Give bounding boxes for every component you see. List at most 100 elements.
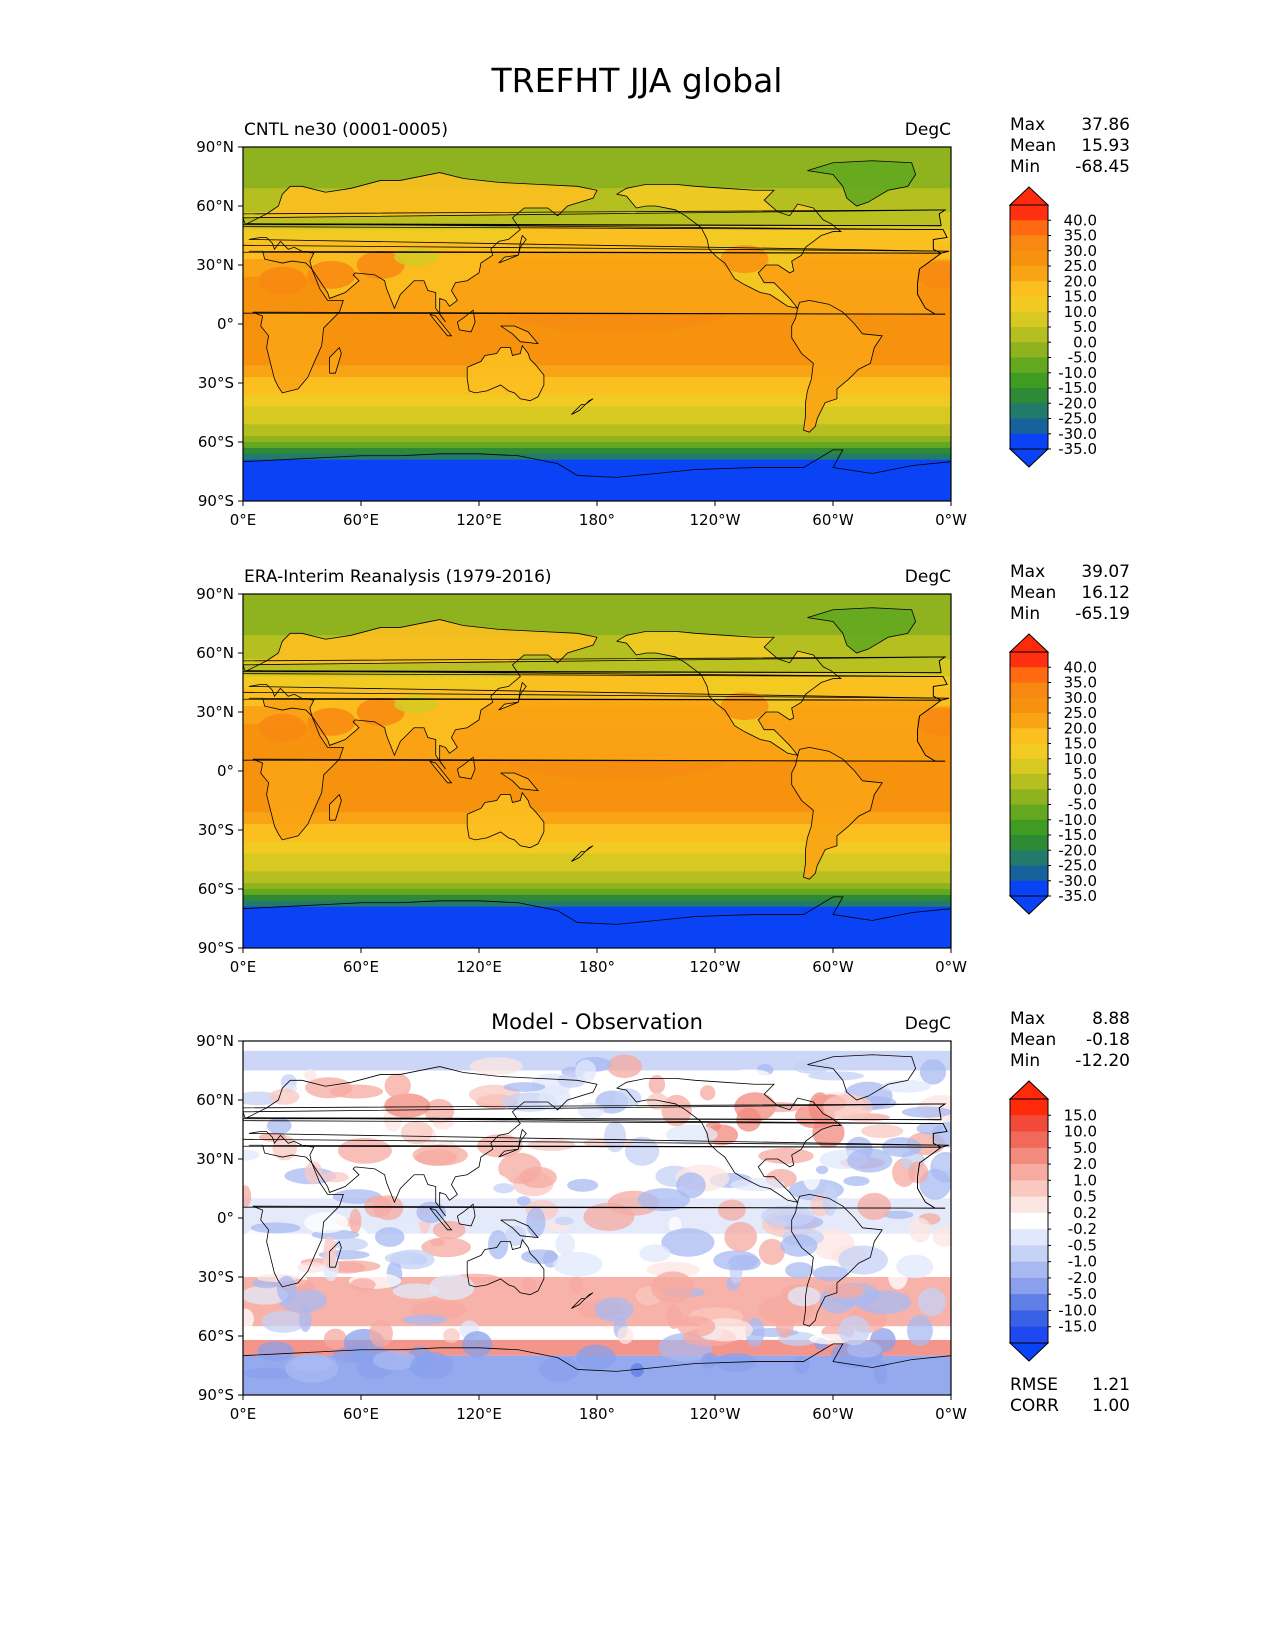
stat-value: -65.19 [1075, 604, 1130, 624]
coastline-north-america [616, 630, 843, 756]
hot-spot [356, 698, 405, 726]
colorbar-extend-bottom [1008, 448, 1050, 468]
lat-band [243, 853, 951, 861]
colorbar-swatch [1010, 728, 1048, 744]
map-panel: 0°E 60°E 120°E 180° 120°W 60°W 0°W 90°N 60°N 30°N… [196, 1009, 1130, 1423]
diff-blob [503, 1082, 546, 1092]
diff-blob [569, 1276, 584, 1294]
land-shade [791, 300, 883, 433]
colorbar-label: 0.2 [1073, 1204, 1097, 1222]
diff-blob [325, 1260, 381, 1273]
coastline-australia [466, 791, 545, 849]
colorbar-label: 10.0 [1064, 303, 1097, 321]
lat-band [243, 900, 951, 908]
colorbar-label: 5.0 [1073, 765, 1097, 783]
diff-blob [269, 1088, 300, 1105]
diff-blob [730, 1178, 786, 1192]
diff-blob [526, 1207, 546, 1238]
diff-blob [243, 1308, 254, 1330]
stat-label: Min [1010, 1051, 1040, 1071]
colorbar-extend-bottom [1008, 895, 1050, 915]
diff-blob [384, 1251, 426, 1265]
colorbar-label: 5.0 [1073, 1139, 1097, 1157]
map-panel: 0°E 60°E 120°E 180° 120°W 60°W 0°W 90°N 60°N 30°N… [196, 562, 1130, 976]
colorbar-label: -15.0 [1058, 1318, 1097, 1336]
colorbar-label: 0.0 [1073, 333, 1097, 351]
colorbar-swatch [1010, 819, 1048, 836]
diff-blob [416, 1201, 447, 1224]
colorbar-label: -10.0 [1058, 364, 1097, 382]
colorbar-label: -30.0 [1058, 425, 1097, 443]
x-tick-label: 60°E [343, 1405, 379, 1423]
diff-blob [909, 1217, 932, 1243]
diff-blob [666, 1304, 682, 1329]
colorbar-label: 5.0 [1073, 318, 1097, 336]
footer-stat-value: 1.21 [1092, 1375, 1130, 1395]
diff-blob [412, 1144, 468, 1166]
coastline-japan [498, 1128, 527, 1158]
colorbar-swatch [1010, 880, 1048, 897]
diff-blob [430, 1238, 445, 1247]
land-shade [246, 619, 950, 770]
lat-band [243, 453, 951, 461]
coastline-australia [466, 1238, 545, 1296]
colorbar-label: 0.0 [1073, 780, 1097, 798]
colorbar-swatch [1010, 1245, 1048, 1262]
lat-band [243, 835, 951, 843]
colorbar-swatch [1010, 652, 1048, 668]
x-tick-label: 120°E [456, 1405, 502, 1423]
diff-blob [717, 1199, 746, 1221]
diff-blob [505, 1225, 526, 1246]
colorbar-label: -0.5 [1068, 1236, 1097, 1254]
coastline-antarctica-coast [243, 896, 951, 925]
diff-blob [410, 1351, 454, 1380]
x-tick-label: 60°W [812, 511, 854, 529]
diff-blob [297, 1262, 326, 1273]
land-shade [243, 209, 946, 226]
land-shade [429, 314, 452, 336]
diff-blob [838, 1315, 870, 1346]
diff-blob [384, 1093, 431, 1118]
colorbar-label: 40.0 [1064, 211, 1097, 229]
land-shade [467, 345, 544, 401]
colorbar-swatch [1010, 1115, 1048, 1132]
lat-band [243, 847, 951, 855]
lat-band [243, 158, 951, 166]
lat-band [243, 206, 951, 213]
lat-band [243, 647, 951, 654]
lat-band [243, 859, 951, 866]
lat-band [243, 335, 951, 343]
hot-spot [356, 251, 405, 279]
coastline-uk-wrap [243, 1103, 947, 1121]
stat-label: Mean [1010, 136, 1056, 156]
diff-blob [554, 1216, 574, 1226]
lat-band [243, 894, 951, 902]
lat-band [243, 442, 951, 449]
colorbar-swatch [1010, 418, 1048, 435]
y-tick-label: 90°N [196, 138, 234, 156]
lat-band [243, 776, 951, 784]
coastline-japan [498, 681, 527, 711]
coastline-greenland-wrap [99, 161, 207, 206]
map-panel: 0°E 60°E 120°E 180° 120°W 60°W 0°W 90°N 60°N 30°N… [99, 115, 1130, 529]
diff-blob [896, 1254, 934, 1279]
stat-label: Max [1010, 1009, 1045, 1029]
coastline-madagascar [329, 793, 342, 821]
diff-blob [932, 1226, 951, 1247]
diff-blob [555, 1232, 576, 1256]
colorbar-label: 30.0 [1064, 689, 1097, 707]
diff-blob [516, 1196, 531, 1206]
colorbar-swatch [1010, 342, 1048, 358]
y-tick-label: 90°N [196, 585, 234, 603]
diff-blob [919, 1059, 947, 1085]
land-shade [457, 310, 476, 332]
diff-blob [333, 1237, 368, 1251]
diff-blob [285, 1354, 339, 1383]
diff-blob [780, 1234, 818, 1257]
diff-blob [521, 1277, 537, 1293]
colorbar-swatch [1010, 1261, 1048, 1279]
diff-blob [630, 1363, 644, 1377]
diff-blob [646, 1261, 700, 1278]
x-tick-label: 120°E [456, 511, 502, 529]
coastline-eurasia [246, 1066, 950, 1217]
